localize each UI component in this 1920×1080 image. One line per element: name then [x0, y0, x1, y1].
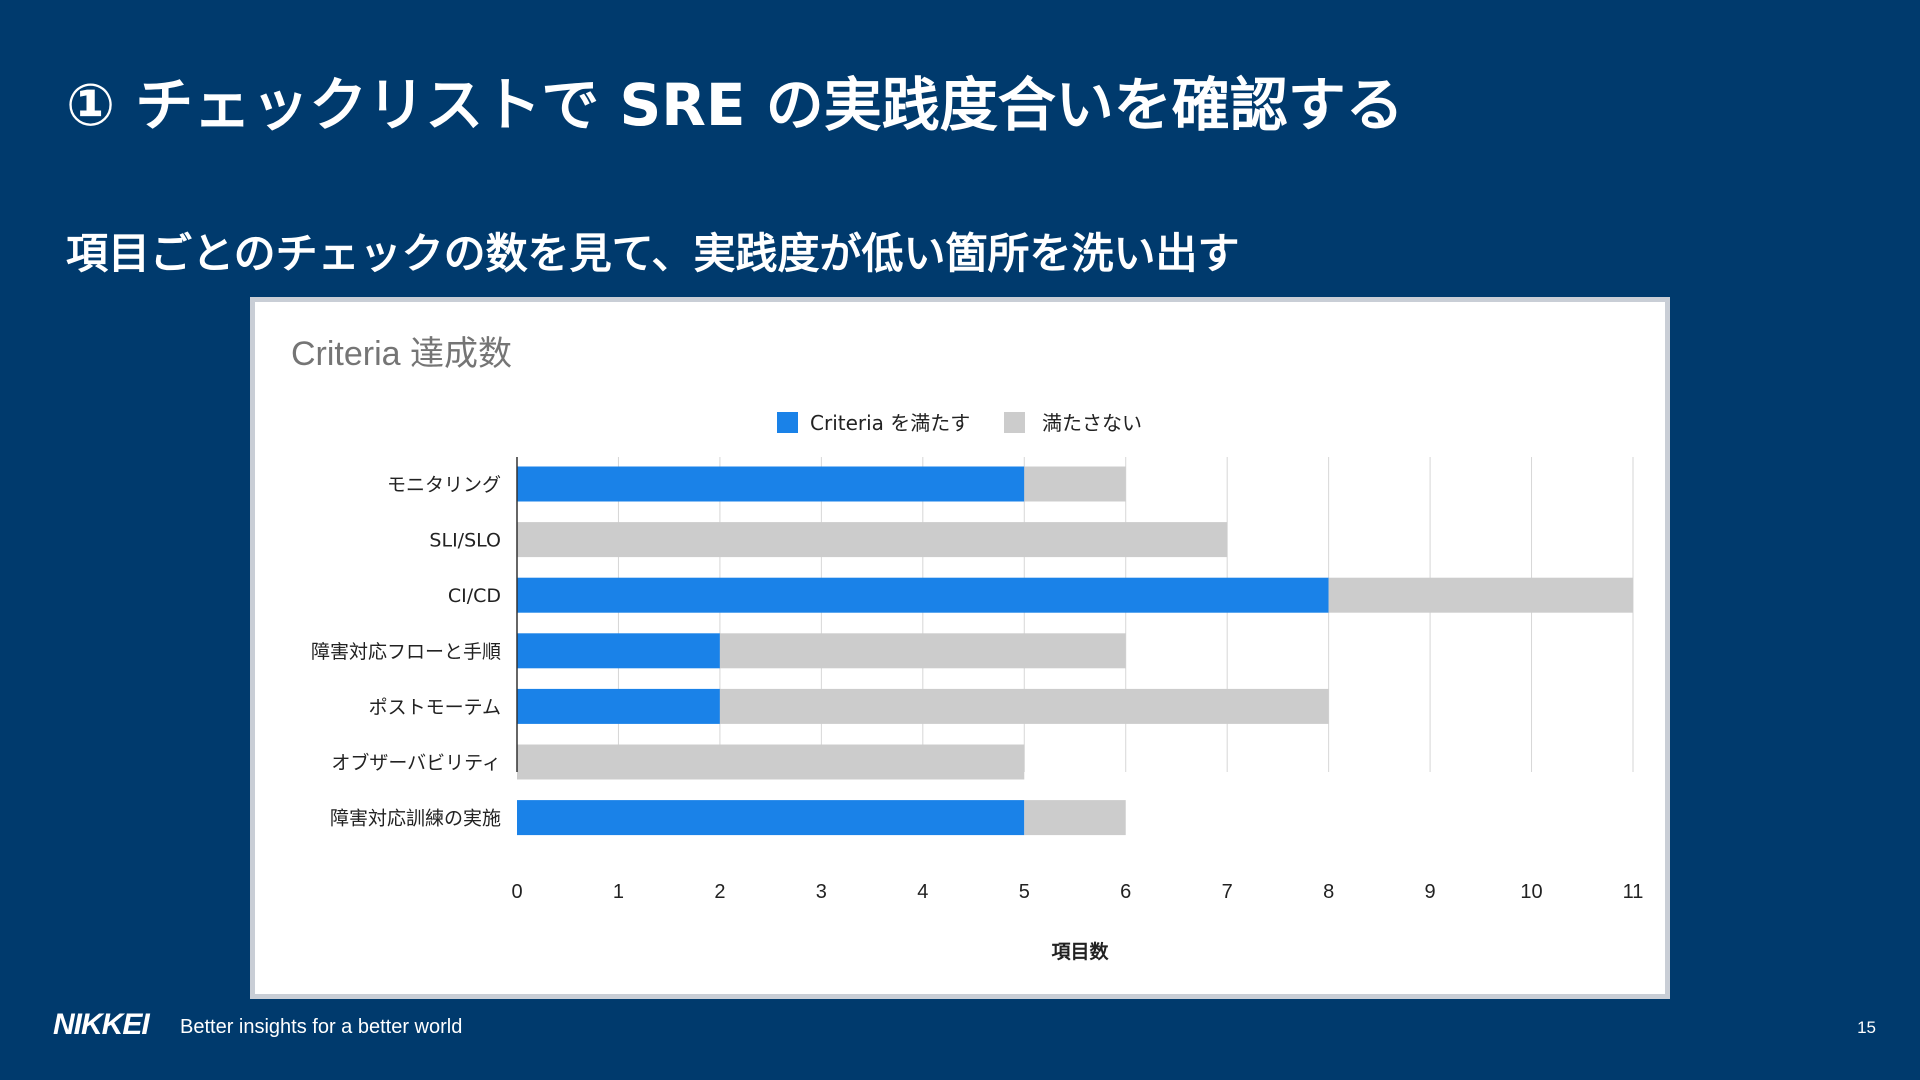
bar-unmet-7 [1024, 800, 1126, 836]
x-tick-5: 5 [1019, 881, 1030, 903]
legend-swatch-met [777, 412, 798, 433]
chart-gridlines [617, 457, 1634, 772]
chart-legend: Criteria を満たす 満たさない [777, 411, 1142, 435]
chart-card: Criteria 達成数 Criteria を満たす 満たさない モニタリング S… [250, 297, 1670, 999]
category-label: 障害対応フローと手順 [311, 641, 501, 663]
x-tick-2: 2 [714, 881, 725, 903]
chart-title: Criteria 達成数 [291, 335, 512, 373]
nikkei-logo: NIKKEI [53, 1008, 150, 1041]
x-axis-title: 項目数 [1051, 940, 1109, 963]
category-label: 障害対応訓練の実施 [330, 808, 501, 830]
page-number: 15 [1857, 1018, 1876, 1037]
x-tick-8: 8 [1323, 881, 1334, 903]
bar-unmet-3 [1328, 577, 1633, 613]
bar-unmet-1 [1024, 466, 1126, 502]
category-label: CI/CD [448, 585, 501, 607]
legend-label-met: Criteria を満たす [810, 411, 970, 435]
bar-met-7 [517, 800, 1025, 836]
slide-title: ① チェックリストで SRE の実践度合いを確認する [66, 71, 1404, 139]
legend-label-unmet: 満たさない [1042, 411, 1142, 435]
x-tick-6: 6 [1120, 881, 1131, 903]
category-label: ポストモーテム [369, 696, 501, 718]
x-tick-11: 11 [1623, 881, 1644, 903]
x-tick-1: 1 [613, 881, 624, 903]
footer-tagline: Better insights for a better world [180, 1016, 463, 1038]
category-labels: モニタリング SLI/SLO CI/CD 障害対応フローと手順ポストモーテムオブザーバ… [311, 474, 501, 830]
slide-subtitle: 項目ごとのチェックの数を見て、実践度が低い箇所を洗い出す [66, 229, 1240, 278]
bar-unmet-6 [517, 744, 1025, 780]
bar-unmet-4 [719, 633, 1126, 669]
x-tick-7: 7 [1222, 881, 1233, 903]
bar-met-1 [517, 466, 1025, 502]
bar-met-4 [517, 633, 720, 669]
category-label: SLI/SLO [429, 530, 501, 552]
bar-met-3 [517, 577, 1329, 613]
category-label: オブザーバビリティ [331, 751, 501, 774]
x-tick-9: 9 [1425, 881, 1436, 903]
bar-chart: Criteria 達成数 Criteria を満たす 満たさない モニタリング S… [291, 335, 1643, 963]
x-tick-labels: 0 1 2 3 4 5 6 7 8 9 10 11 [511, 881, 1643, 903]
x-tick-3: 3 [816, 881, 827, 903]
category-label: モニタリング [387, 474, 501, 496]
legend-swatch-unmet [1004, 412, 1025, 433]
x-tick-10: 10 [1520, 881, 1542, 903]
x-tick-4: 4 [917, 881, 928, 903]
bar-met-5 [517, 688, 720, 724]
x-tick-0: 0 [511, 881, 522, 903]
chart-bars [517, 466, 1633, 836]
bar-unmet-5 [719, 688, 1329, 724]
bar-unmet-2 [517, 522, 1228, 558]
